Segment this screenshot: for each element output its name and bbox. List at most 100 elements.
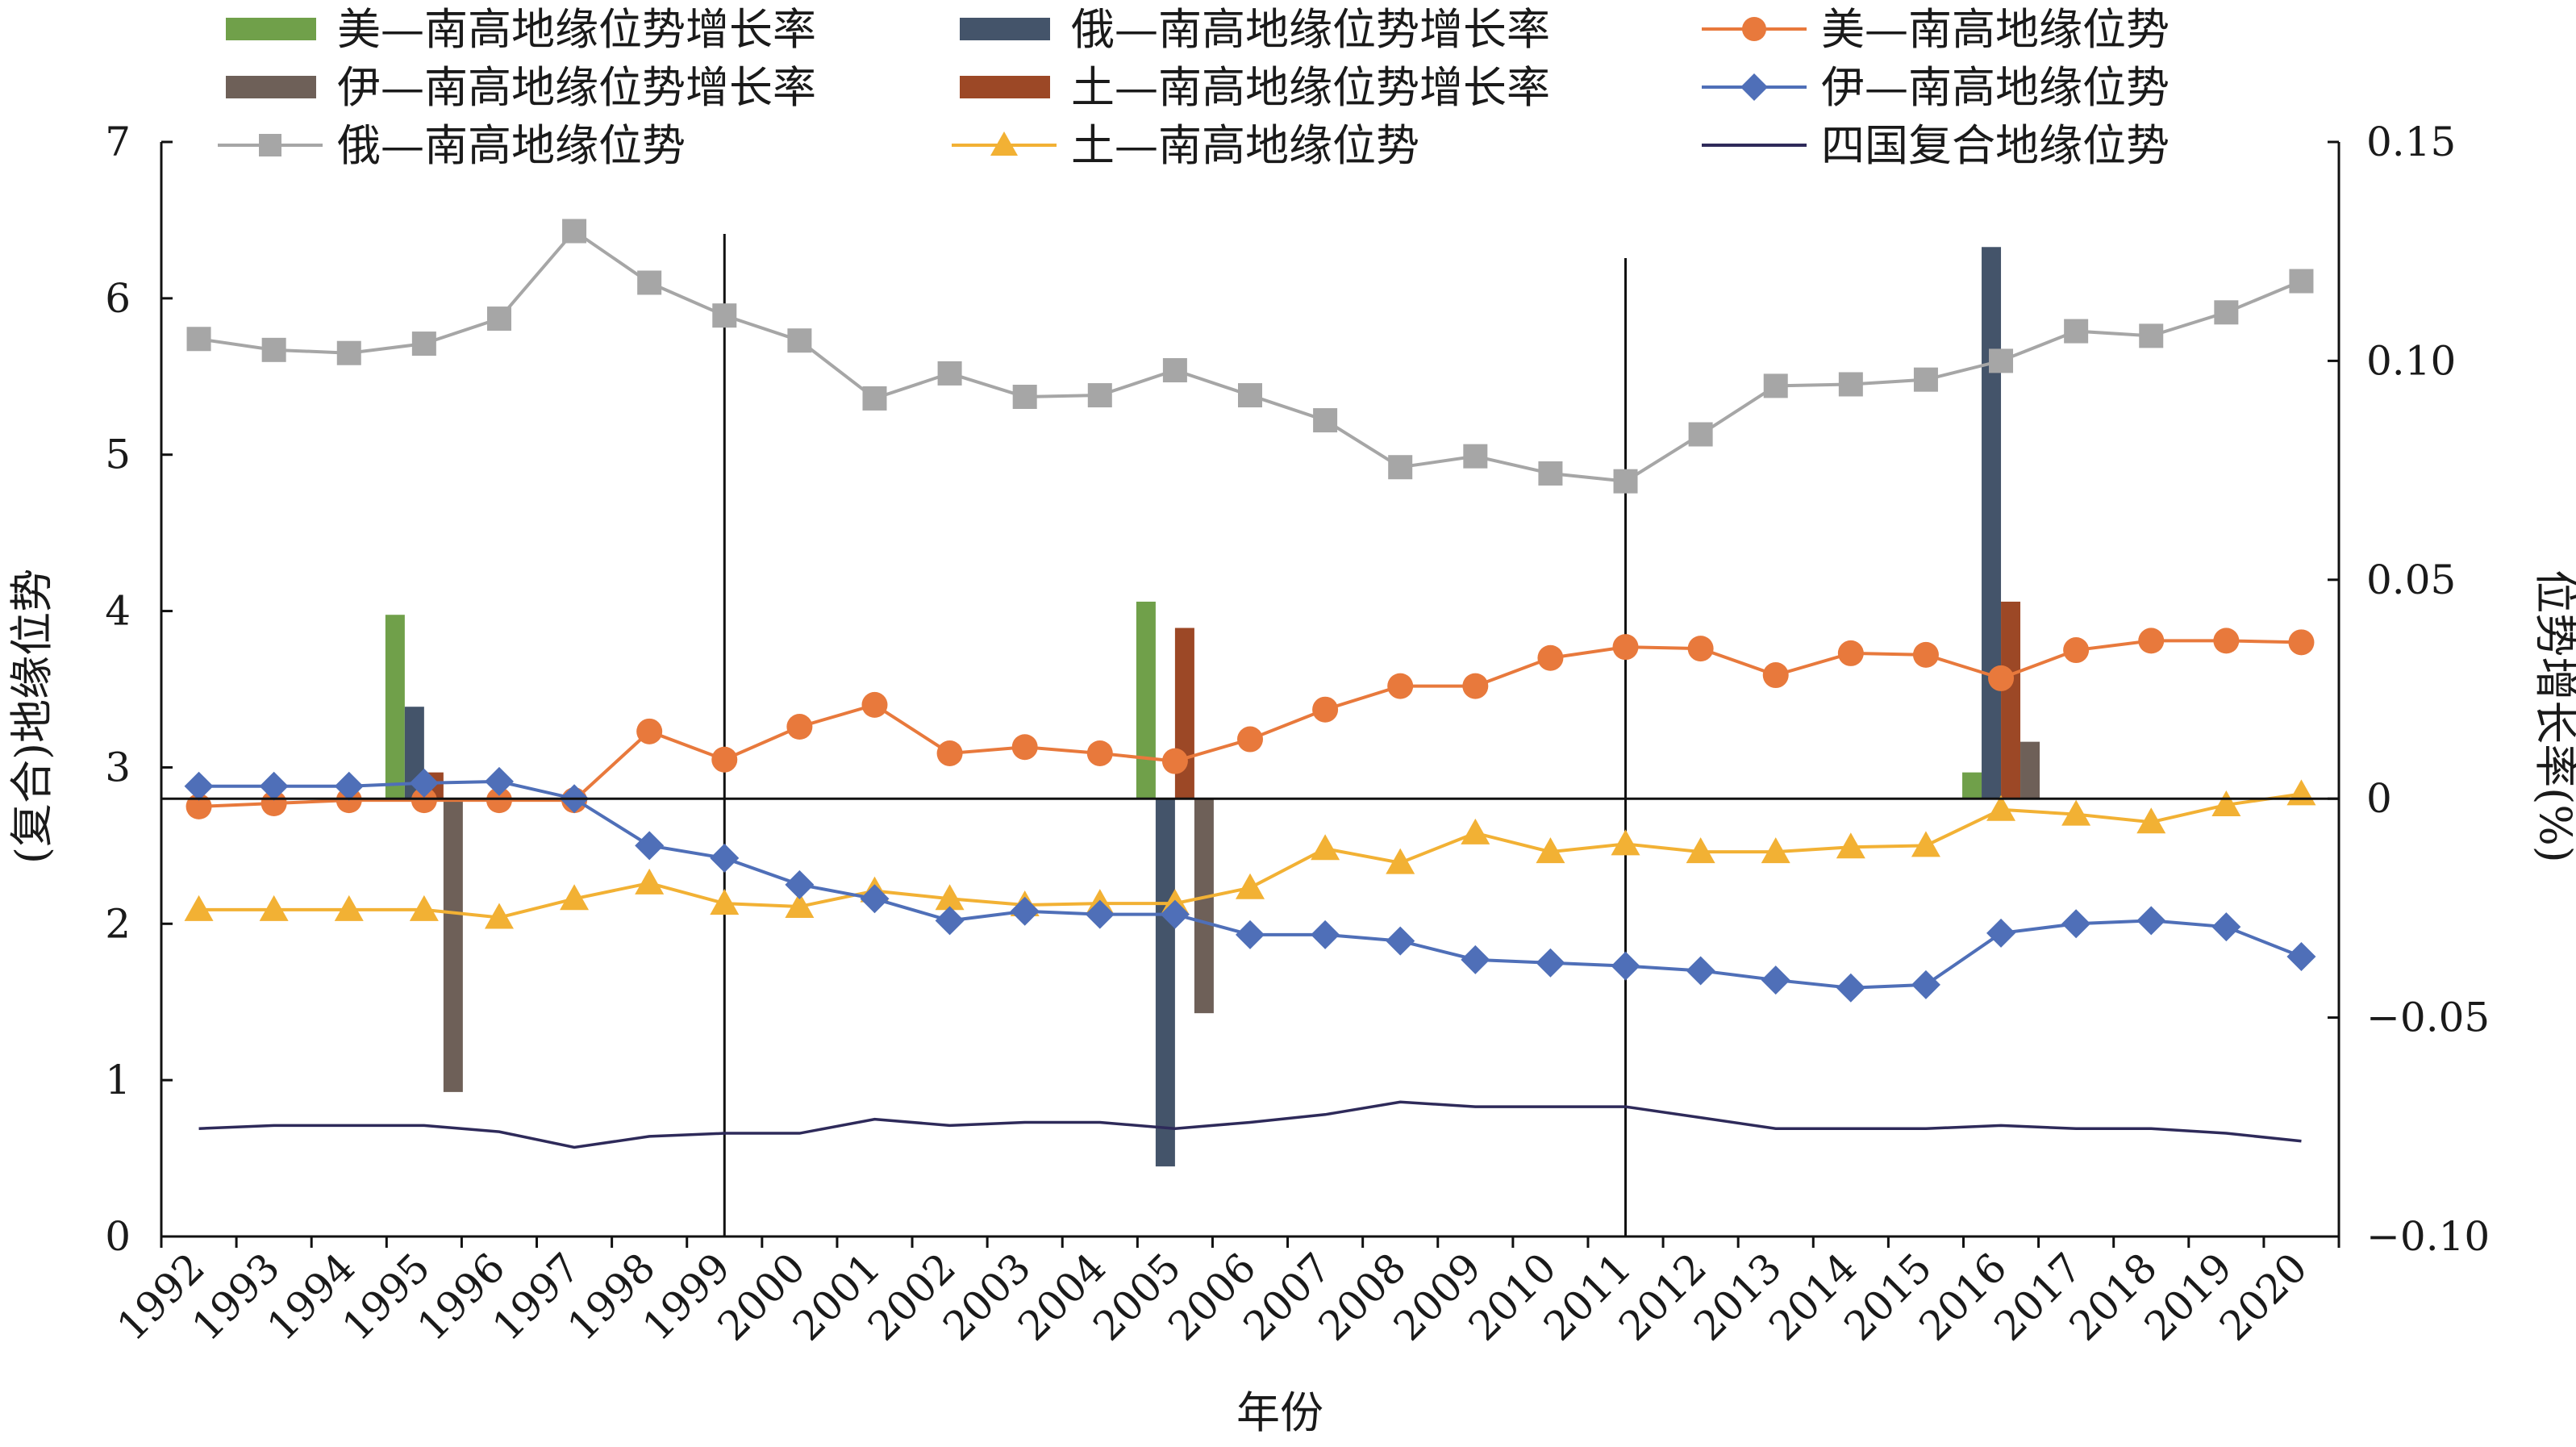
legend-marker <box>1740 73 1768 101</box>
legend-swatch <box>226 18 316 40</box>
point-3-1999 <box>710 889 740 915</box>
point-3-2020 <box>2286 779 2316 806</box>
legend-label: 俄—南高地缘位势增长率 <box>1071 4 1550 55</box>
point-1-2008 <box>1388 455 1413 480</box>
legend-marker <box>1742 17 1766 41</box>
point-3-1993 <box>259 894 289 921</box>
x-tick-2000: 2000 <box>709 1244 815 1349</box>
legend-item: 美—南高地缘位势增长率 <box>226 4 816 55</box>
point-1-2004 <box>1087 383 1112 408</box>
point-2-2019 <box>2213 628 2240 654</box>
legend-marker <box>259 134 281 156</box>
point-2-2004 <box>1086 740 1113 766</box>
point-2-2020 <box>2288 629 2315 656</box>
legend-label: 美—南高地缘位势 <box>1821 4 2170 55</box>
point-2-2008 <box>1387 673 1414 699</box>
x-tick-1994: 1994 <box>258 1244 364 1349</box>
legend-label: 四国复合地缘位势 <box>1821 120 2170 171</box>
point-4-1994 <box>334 771 364 801</box>
point-2-2011 <box>1612 634 1639 661</box>
point-2-2010 <box>1537 644 1564 671</box>
axes <box>160 140 2340 1248</box>
point-1-1996 <box>486 306 511 332</box>
point-4-2005 <box>1160 899 1190 929</box>
legend-item: 土—南高地缘位势 <box>952 120 1419 171</box>
y-tick-right: 0 <box>2366 775 2392 822</box>
x-tick-2007: 2007 <box>1235 1244 1340 1349</box>
point-4-2002 <box>935 906 965 936</box>
point-3-2014 <box>1836 832 1865 859</box>
point-3-2012 <box>1686 837 1715 864</box>
point-3-2011 <box>1611 829 1640 856</box>
point-1-2018 <box>2139 323 2164 348</box>
point-4-2019 <box>2211 912 2241 942</box>
point-2-1996 <box>486 787 512 814</box>
x-tick-2020: 2020 <box>2211 1244 2316 1349</box>
point-4-2004 <box>1085 899 1115 929</box>
point-3-1994 <box>334 894 364 921</box>
x-tick-2016: 2016 <box>1911 1244 2016 1349</box>
legend-label: 俄—南高地缘位势 <box>337 120 686 171</box>
point-4-2008 <box>1386 926 1415 956</box>
point-1-2016 <box>1989 348 2014 373</box>
legend-item: 俄—南高地缘位势增长率 <box>960 4 1550 55</box>
bar-2-2005 <box>1155 799 1175 1167</box>
point-3-2017 <box>2061 799 2091 826</box>
point-3-2008 <box>1386 848 1415 874</box>
x-tick-2006: 2006 <box>1159 1244 1265 1349</box>
bar-1-1995 <box>385 615 405 799</box>
y-tick-left: 0 <box>105 1213 131 1260</box>
y-tick-left: 1 <box>105 1057 131 1103</box>
point-3-2009 <box>1461 818 1490 844</box>
legend-label: 土—南高地缘位势增长率 <box>1071 62 1550 113</box>
point-1-1992 <box>186 327 211 352</box>
y-tick-right: 0.05 <box>2366 557 2456 603</box>
point-2-1995 <box>411 787 437 814</box>
point-4-2016 <box>1986 918 2016 948</box>
point-1-2006 <box>1238 383 1262 408</box>
y-tick-left: 4 <box>105 588 131 635</box>
legend-label: 伊—南高地缘位势增长率 <box>337 62 816 113</box>
point-2-2018 <box>2138 628 2165 654</box>
x-tick-2013: 2013 <box>1685 1244 1790 1349</box>
point-2-1998 <box>636 718 663 744</box>
point-1-1999 <box>712 303 737 328</box>
point-3-2010 <box>1536 837 1565 864</box>
y-tick-right: −0.05 <box>2366 995 2490 1041</box>
x-tick-2017: 2017 <box>1986 1244 2091 1349</box>
point-3-2016 <box>1986 794 2016 821</box>
legend-swatch <box>960 76 1050 98</box>
bar-1-2005 <box>1136 601 1156 799</box>
bar-2-2016 <box>1982 247 2002 799</box>
x-tick-2012: 2012 <box>1610 1244 1715 1349</box>
point-4-2015 <box>1911 970 1940 999</box>
point-1-2017 <box>2064 319 2089 344</box>
point-2-1999 <box>711 746 738 773</box>
series-line-5 <box>198 1100 2302 1149</box>
bar-1-2016 <box>1962 772 1982 799</box>
bar-4-2016 <box>2020 741 2040 799</box>
point-2-2012 <box>1687 636 1714 662</box>
point-4-2003 <box>1010 896 1040 926</box>
point-4-2000 <box>785 869 815 899</box>
point-2-2002 <box>936 740 963 766</box>
x-tick-2011: 2011 <box>1535 1244 1640 1349</box>
y-tick-right: 0.15 <box>2366 119 2456 165</box>
point-1-2012 <box>1688 422 1713 447</box>
reference-lines <box>723 234 1628 1236</box>
point-3-2015 <box>1911 831 1940 857</box>
x-tick-2001: 2001 <box>784 1244 890 1349</box>
point-1-1995 <box>411 332 436 357</box>
point-4-1998 <box>635 831 665 861</box>
point-1-2020 <box>2289 269 2314 294</box>
point-1-2015 <box>1913 367 1938 392</box>
point-2-1993 <box>261 790 287 817</box>
point-3-1992 <box>184 894 214 921</box>
legend-label: 土—南高地缘位势 <box>1071 120 1419 171</box>
bar-4-1995 <box>443 799 463 1092</box>
point-1-2011 <box>1613 469 1638 494</box>
point-2-2013 <box>1762 662 1789 689</box>
y-tick-right: −0.10 <box>2366 1213 2490 1260</box>
point-3-2007 <box>1311 834 1340 861</box>
point-3-2000 <box>785 891 815 918</box>
